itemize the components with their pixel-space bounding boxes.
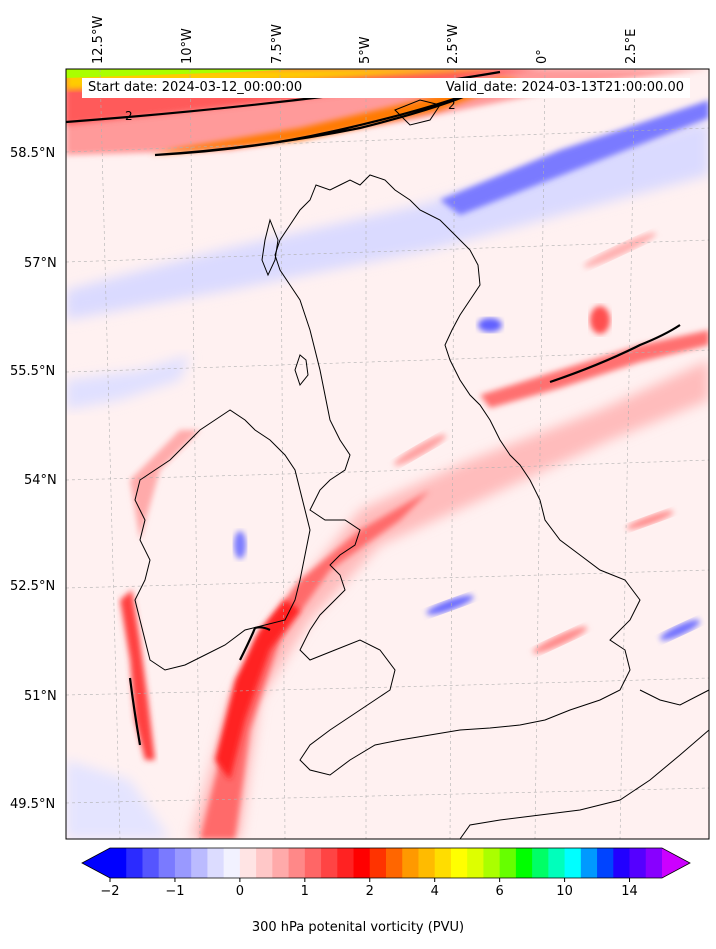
colorbar-swatch — [386, 848, 403, 878]
colorbar-swatch — [174, 848, 192, 878]
colorbar-tick-label: 0 — [235, 884, 245, 899]
colorbar-swatch — [402, 848, 420, 878]
colorbar-swatch — [450, 848, 468, 878]
lat-label-52-5n: 52.5°N — [10, 579, 56, 594]
colorbar-swatch — [142, 848, 160, 878]
colorbar-swatch — [126, 848, 144, 878]
colorbar-extend-max — [662, 848, 690, 878]
colorbar-tick-label: 14 — [621, 884, 638, 899]
pv-eddy-8 — [393, 434, 447, 466]
lat-label-49-5n: 49.5°N — [10, 797, 56, 812]
colorbar-swatch — [256, 848, 273, 878]
colorbar-swatch — [272, 848, 290, 878]
map-field — [66, 69, 709, 839]
pv-eddy-3 — [426, 595, 474, 615]
pv-eddy-4 — [659, 619, 701, 641]
pv-central-jet-red — [200, 490, 430, 839]
colorbar-swatch — [158, 848, 176, 878]
colorbar-extend-min — [82, 848, 110, 878]
pv-negative-patch-sw — [66, 760, 170, 839]
colorbar-tick-label: 2 — [365, 884, 374, 899]
pv-west-pale-streak — [130, 430, 200, 540]
contour-label-2-east: 2 — [448, 98, 456, 112]
colorbar-swatch — [304, 848, 322, 878]
colorbar-tick-label: −2 — [100, 884, 120, 899]
coast-orkney — [394, 99, 441, 126]
colorbar-swatch — [434, 848, 452, 878]
colorbar-tick-label: 1 — [300, 884, 309, 899]
coast-great-britain — [274, 174, 641, 776]
lat-label-51n: 51°N — [24, 689, 57, 704]
pv-eddy-6 — [626, 510, 674, 530]
colorbar-swatch — [515, 848, 533, 878]
pv-eddy-5 — [532, 626, 588, 654]
pv-blue-streak-ne — [440, 100, 709, 215]
coastlines — [134, 99, 709, 839]
pv-ne-streak — [480, 330, 709, 408]
pv-central-jet-core — [215, 600, 300, 780]
map-frame — [65, 68, 710, 840]
lat-label-55-5n: 55.5°N — [10, 364, 56, 379]
colorbar-swatch — [580, 848, 598, 878]
lon-label-7-5w: 7.5°W — [270, 23, 285, 64]
lon-label-10w: 10°W — [180, 28, 195, 64]
pv-negative-patch-w — [66, 355, 190, 410]
colorbar-swatch — [353, 848, 371, 878]
colorbar-tick-label: 10 — [556, 884, 573, 899]
colorbar-swatch — [223, 848, 241, 878]
coast-france — [459, 729, 709, 839]
coast-ireland — [134, 409, 311, 671]
pv-west-streak — [120, 590, 155, 760]
coast-islay — [294, 354, 309, 387]
colorbar-swatch — [321, 848, 338, 878]
colorbar-title: 300 hPa potenital vorticity (PVU) — [251, 920, 465, 935]
pv-eddy-1 — [478, 318, 502, 332]
colorbar-swatch — [239, 848, 257, 878]
colorbar-swatch — [629, 848, 647, 878]
contour-label-2-west: 2 — [125, 109, 133, 123]
pv-eddy-2 — [590, 306, 610, 334]
colorbar — [81, 847, 691, 882]
colorbar-tick-label: −1 — [165, 884, 185, 899]
colorbar-swatch — [645, 848, 663, 878]
colorbar-swatch — [369, 848, 387, 878]
colorbar-swatch — [337, 848, 355, 878]
pv-eddy-9 — [583, 232, 657, 268]
date-banner: Start date: 2024-03-12_00:00:00 Valid_da… — [82, 78, 690, 98]
pv-eddy-7 — [234, 531, 246, 559]
colorbar-tick-label: 6 — [495, 884, 504, 899]
lat-label-57n: 57°N — [24, 256, 57, 271]
lon-label-12-5w: 12.5°W — [91, 15, 106, 64]
colorbar-swatch — [532, 848, 549, 878]
coast-belgium — [639, 689, 709, 706]
colorbar-swatch — [207, 848, 225, 878]
colorbar-swatch — [564, 848, 582, 878]
colorbar-swatch — [110, 848, 127, 878]
colorbar-swatch — [499, 848, 517, 878]
lon-label-0: 0° — [535, 49, 550, 64]
colorbar-swatch — [548, 848, 566, 878]
colorbar-tick-label: 4 — [430, 884, 439, 899]
colorbar-swatch — [288, 848, 306, 878]
lon-label-5w: 5°W — [358, 36, 373, 64]
pv-north-green — [66, 69, 300, 78]
colorbar-swatch — [483, 848, 501, 878]
lon-label-2-5w: 2.5°W — [446, 23, 461, 64]
lat-label-54n: 54°N — [24, 473, 57, 488]
colorbar-swatch — [597, 848, 614, 878]
colorbar-swatch — [191, 848, 209, 878]
coast-outer-hebrides — [261, 218, 279, 277]
graticule — [66, 69, 709, 839]
lat-label-58-5n: 58.5°N — [10, 146, 56, 161]
start-date-text: Start date: 2024-03-12_00:00:00 — [88, 80, 303, 95]
colorbar-swatch — [467, 848, 485, 878]
colorbar-swatch — [418, 848, 436, 878]
valid-date-text: Valid_date: 2024-03-13T21:00:00.00 — [445, 80, 684, 95]
lon-label-2-5e: 2.5°E — [624, 28, 639, 64]
colorbar-swatch — [613, 848, 631, 878]
